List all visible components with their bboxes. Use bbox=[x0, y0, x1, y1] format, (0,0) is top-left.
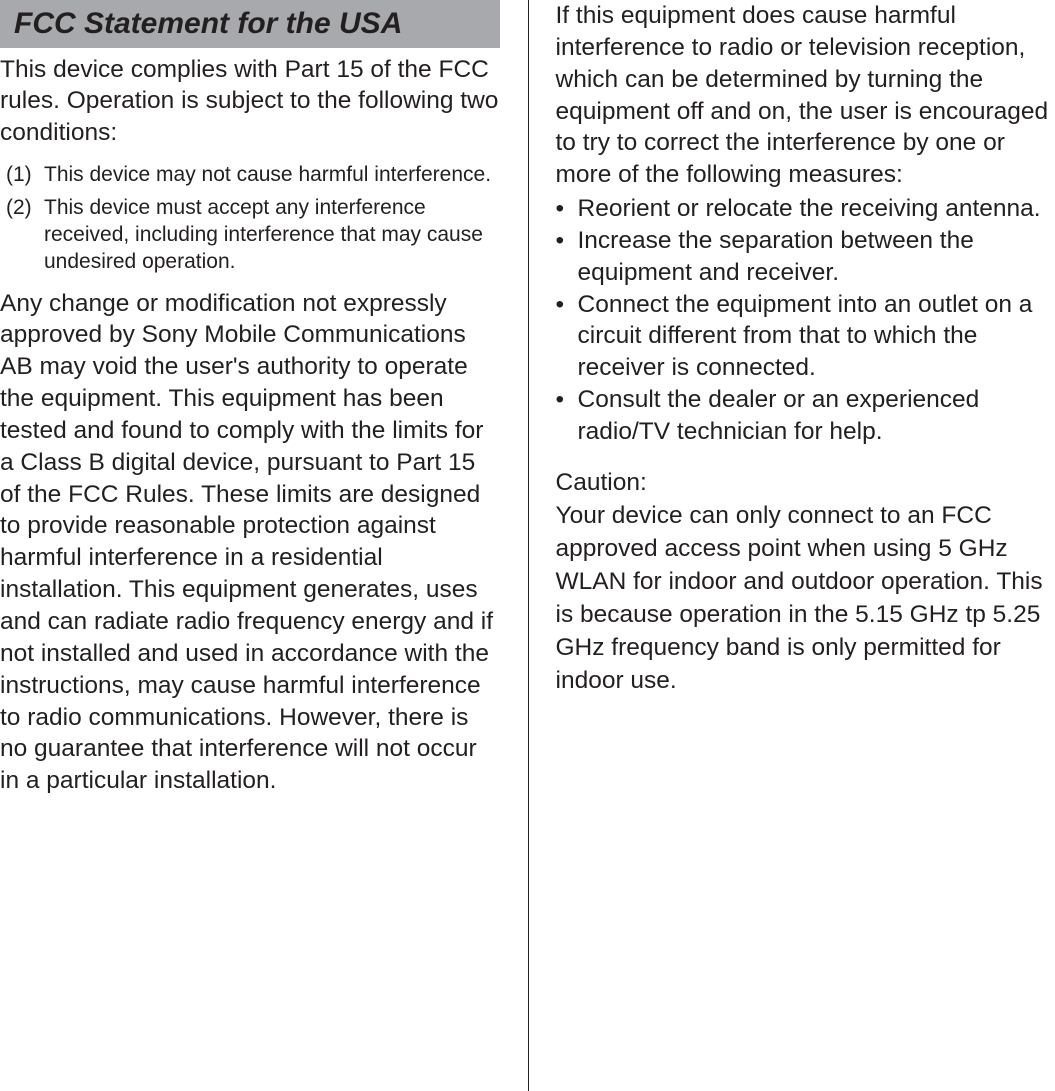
list-item: (2) This device must accept any interfer… bbox=[0, 195, 500, 276]
list-item: • Increase the separation between the eq… bbox=[556, 225, 1055, 289]
list-marker: (1) bbox=[0, 162, 44, 189]
heading-text: FCC Statement for the USA bbox=[14, 6, 486, 42]
list-text: This device may not cause harmful interf… bbox=[44, 162, 500, 189]
caution-label: Caution: bbox=[556, 466, 1055, 499]
numbered-conditions-list: (1) This device may not cause harmful in… bbox=[0, 162, 500, 276]
list-item: • Connect the equipment into an outlet o… bbox=[556, 289, 1055, 385]
list-item: • Reorient or relocate the receiving ant… bbox=[556, 193, 1055, 225]
intro-paragraph: This device complies with Part 15 of the… bbox=[0, 54, 500, 148]
bullet-icon: • bbox=[556, 193, 578, 225]
right-intro-paragraph: If this equipment does cause harmful int… bbox=[556, 0, 1055, 191]
list-marker: (2) bbox=[0, 195, 44, 276]
list-item: • Consult the dealer or an experienced r… bbox=[556, 384, 1055, 448]
caution-body: Your device can only connect to an FCC a… bbox=[556, 502, 1043, 694]
list-text: Reorient or relocate the receiving anten… bbox=[578, 193, 1055, 225]
list-text: Increase the separation between the equi… bbox=[578, 225, 1055, 289]
bullet-icon: • bbox=[556, 225, 578, 289]
list-text: Connect the equipment into an outlet on … bbox=[578, 289, 1055, 385]
bullet-measures-list: • Reorient or relocate the receiving ant… bbox=[556, 193, 1055, 448]
list-text: This device must accept any interference… bbox=[44, 195, 500, 276]
column-divider bbox=[528, 0, 529, 1091]
caution-block: Caution: Your device can only connect to… bbox=[556, 466, 1055, 697]
list-item: (1) This device may not cause harmful in… bbox=[0, 162, 500, 189]
bullet-icon: • bbox=[556, 289, 578, 385]
bullet-icon: • bbox=[556, 384, 578, 448]
left-column: FCC Statement for the USA This device co… bbox=[0, 0, 528, 1091]
right-column: If this equipment does cause harmful int… bbox=[528, 0, 1055, 1091]
body-paragraph: Any change or modification not expressly… bbox=[0, 288, 500, 798]
list-text: Consult the dealer or an experienced rad… bbox=[578, 384, 1055, 448]
heading-bar: FCC Statement for the USA bbox=[0, 0, 500, 48]
